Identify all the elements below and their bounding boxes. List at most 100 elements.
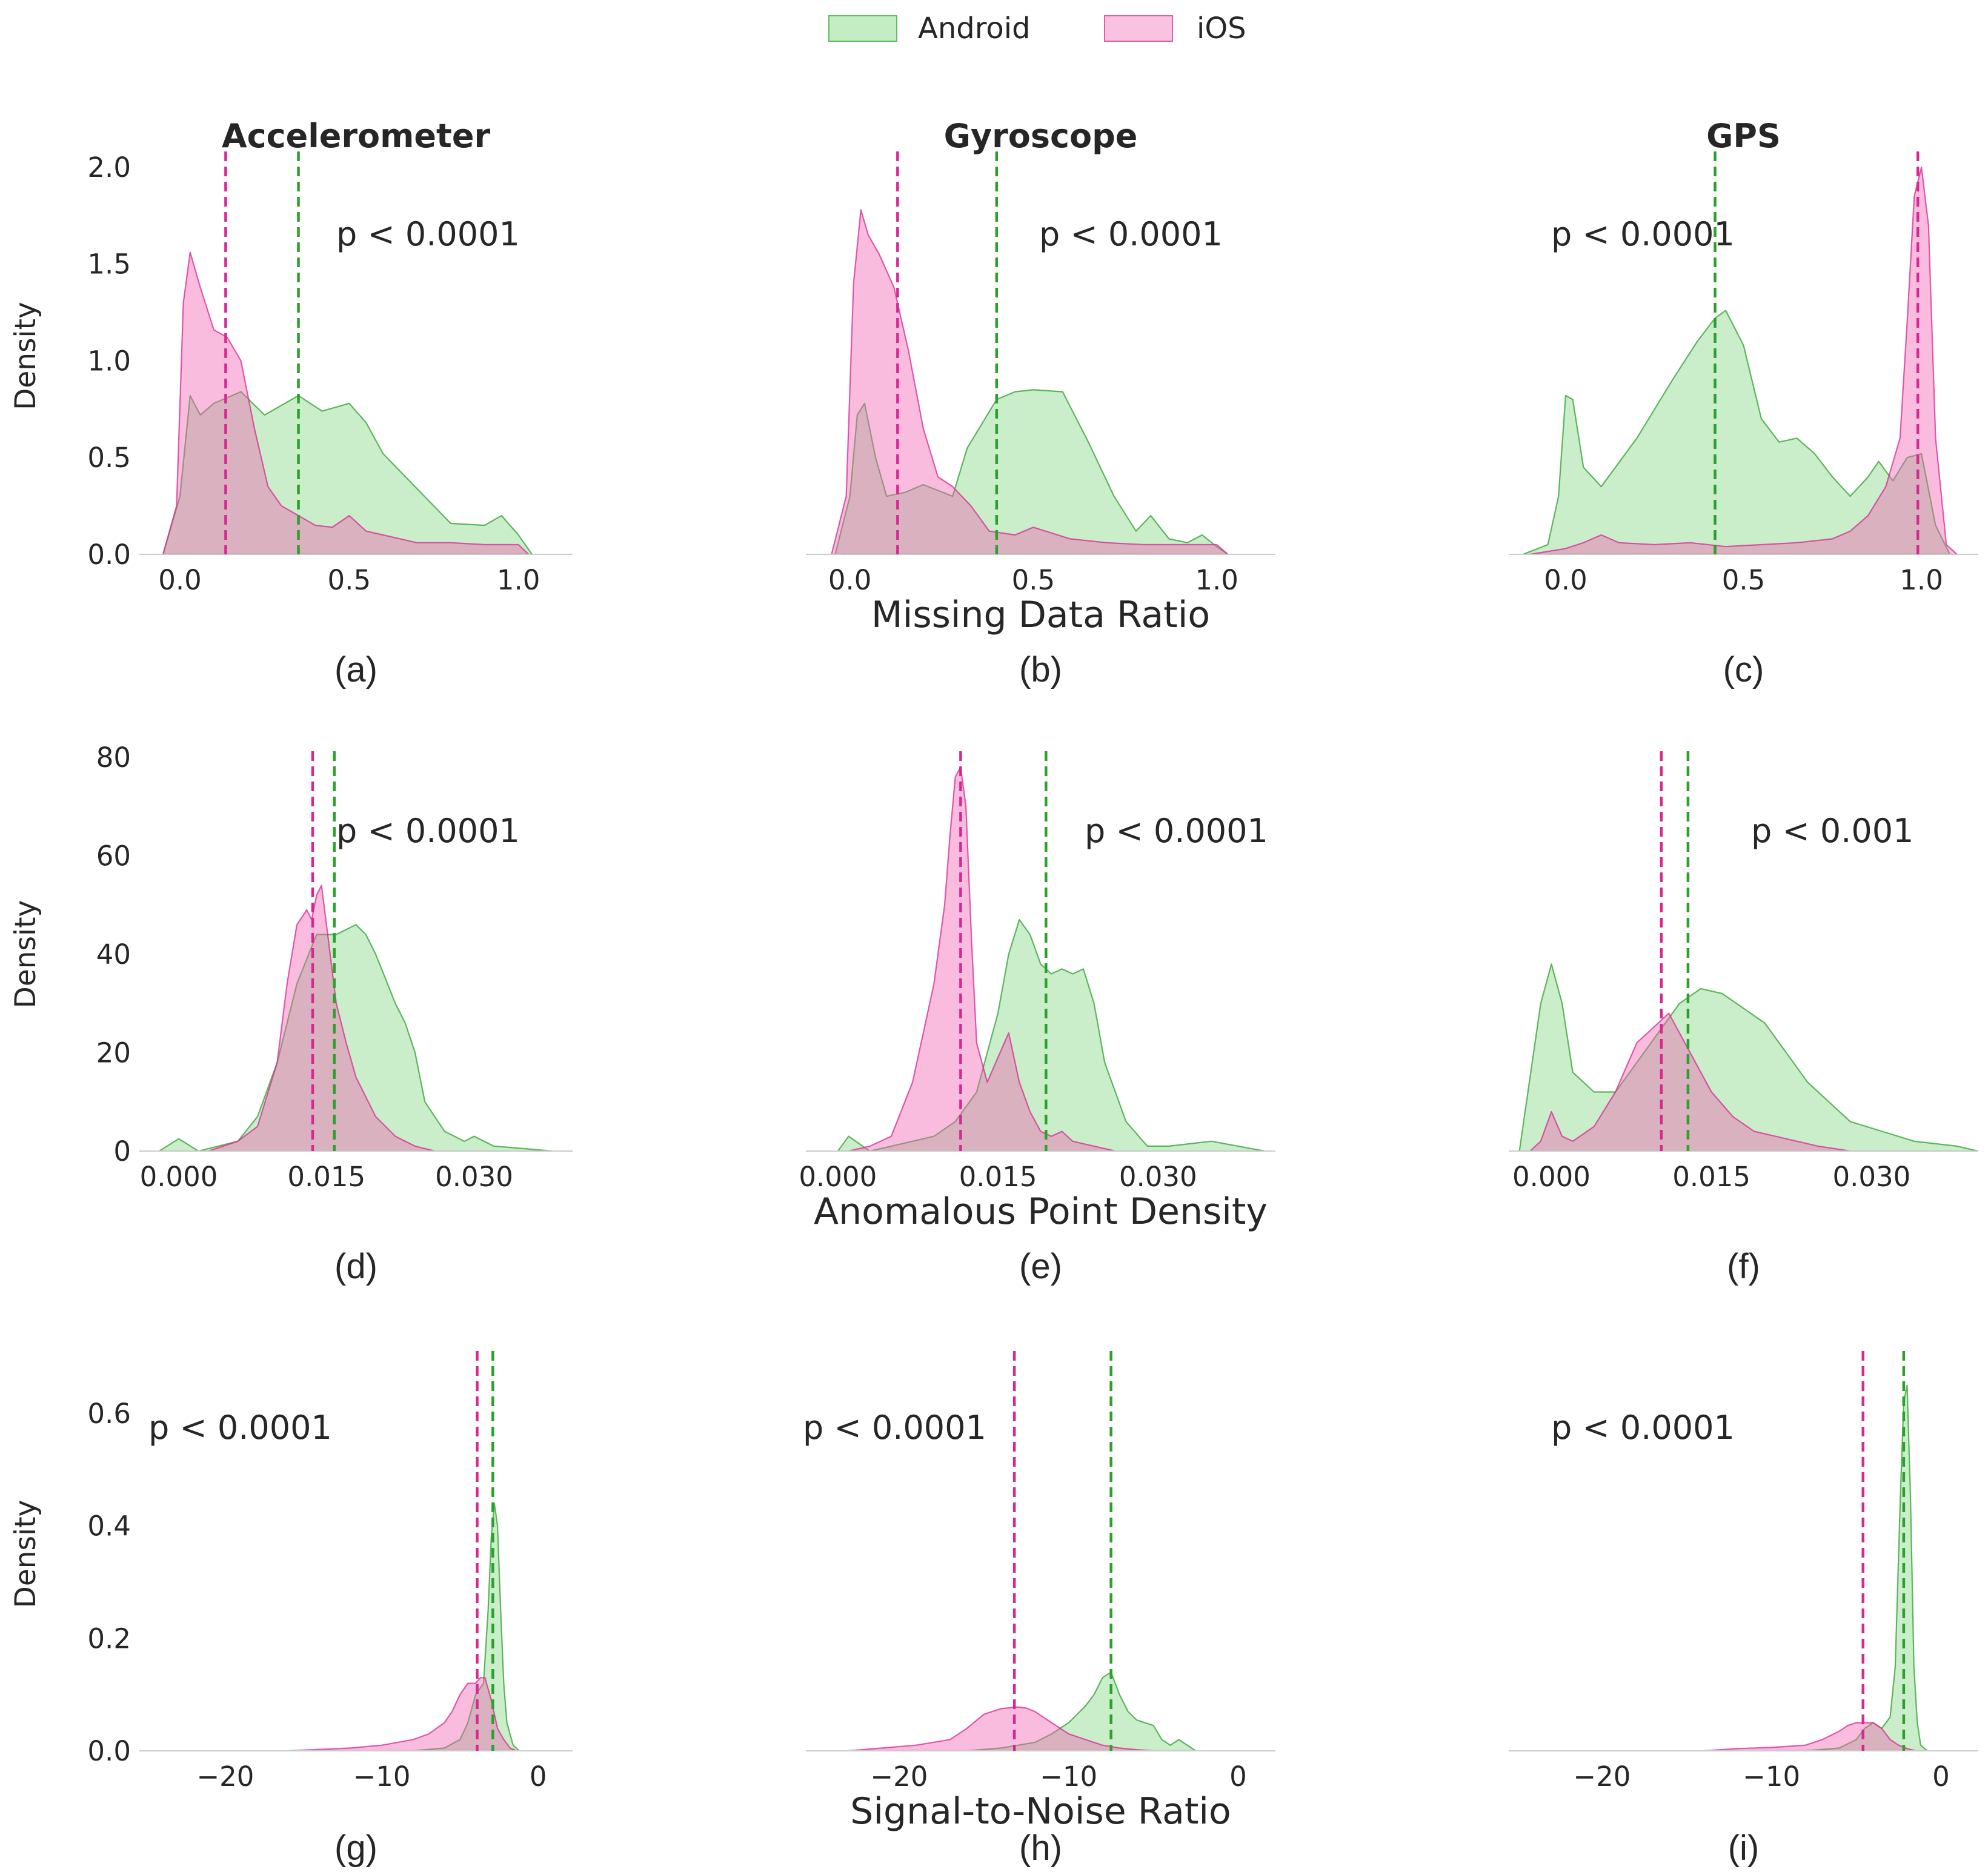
density-area-ios <box>848 766 1116 1151</box>
x-tick-label: 0.000 <box>1512 1161 1591 1193</box>
x-axis-label: Signal-to-Noise Ratio <box>850 1790 1231 1833</box>
panels: Accelerometer 0.0 0.5 1.0 0.0 0.5 1.0 1.5 2.0 Den… <box>9 117 1978 1868</box>
y-tick-label: 1.0 <box>87 345 131 377</box>
legend: Android iOS <box>828 12 1246 45</box>
legend-swatch-android <box>828 15 897 42</box>
p-value-annotation: p < 0.0001 <box>1039 215 1223 253</box>
subplot-f: 0.000 0.015 0.030 p < 0.001 (f) <box>1509 751 1978 1286</box>
panel-label: (f) <box>1727 1247 1760 1286</box>
legend-label-android: Android <box>918 12 1031 45</box>
y-tick-label: 80 <box>96 742 131 774</box>
density-area-ios <box>1529 166 1958 554</box>
x-tick-label: −20 <box>1573 1761 1631 1793</box>
x-tick-label: 0.015 <box>287 1161 365 1193</box>
x-tick-label: 1.0 <box>1195 564 1238 596</box>
panel-label: (b) <box>1019 650 1062 689</box>
panel-label: (a) <box>334 650 377 689</box>
x-tick-label: −20 <box>870 1761 928 1793</box>
subplot-title: GPS <box>1706 117 1781 155</box>
panel-label: (e) <box>1019 1247 1062 1286</box>
x-tick-label: −20 <box>196 1761 254 1793</box>
density-area-ios <box>847 1706 1154 1751</box>
x-tick-label: 0.0 <box>1544 564 1587 596</box>
x-tick-label: 0.030 <box>1119 1161 1197 1193</box>
subplot-title: Gyroscope <box>944 117 1138 155</box>
subplot-i: −20 −10 0 p < 0.0001 (i) <box>1509 1351 1978 1868</box>
x-tick-label: 0 <box>530 1761 547 1793</box>
density-curves <box>1518 963 1978 1151</box>
subplot-d: 0.000 0.015 0.030 0 20 40 60 80 Density p < 0.000… <box>9 742 573 1286</box>
p-value-annotation: p < 0.0001 <box>1085 812 1268 850</box>
p-value-annotation: p < 0.0001 <box>336 215 520 253</box>
panel-label: (g) <box>334 1828 377 1868</box>
x-axis-label: Missing Data Ratio <box>871 594 1210 636</box>
density-area-android <box>1518 963 1978 1151</box>
x-tick-label: 0.5 <box>1012 564 1056 596</box>
density-curves <box>831 209 1229 554</box>
y-axis-label: Density <box>9 302 42 410</box>
subplot-g: −20 −10 0 0.0 0.2 0.4 0.6 Density p < 0.0001 (g) <box>9 1351 573 1868</box>
y-tick-label: 0.6 <box>87 1398 131 1430</box>
y-tick-label: 2.0 <box>87 151 131 184</box>
x-tick-label: 0.0 <box>828 564 872 596</box>
y-tick-label: 60 <box>96 840 131 872</box>
legend-label-ios: iOS <box>1197 12 1246 45</box>
density-curves <box>162 251 533 554</box>
y-tick-label: 1.5 <box>87 248 131 280</box>
x-tick-label: 0.015 <box>959 1161 1037 1193</box>
subplot-c: GPS 0.0 0.5 1.0 p < 0.0001 (c) <box>1509 117 1978 689</box>
x-tick-label: 1.0 <box>1900 564 1943 596</box>
x-tick-label: 0.000 <box>799 1161 877 1193</box>
density-area-android <box>1522 310 1951 554</box>
x-tick-label: 0.000 <box>140 1161 218 1193</box>
y-tick-label: 0 <box>113 1135 131 1167</box>
x-tick-label: −10 <box>1743 1761 1800 1793</box>
density-area-ios <box>831 209 1229 554</box>
x-tick-label: 0.015 <box>1672 1161 1750 1193</box>
panel-label: (h) <box>1019 1828 1062 1868</box>
p-value-annotation: p < 0.0001 <box>336 812 520 850</box>
density-area-ios <box>1529 1012 1851 1151</box>
y-tick-label: 0.5 <box>87 442 131 474</box>
density-curves <box>1703 1384 1929 1751</box>
x-tick-label: 0.0 <box>158 564 202 596</box>
x-tick-label: 0.5 <box>1722 564 1766 596</box>
x-tick-label: 0 <box>1229 1761 1247 1793</box>
y-tick-label: 0.0 <box>87 539 131 571</box>
x-tick-label: 0 <box>1932 1761 1950 1793</box>
p-value-annotation: p < 0.0001 <box>148 1409 332 1447</box>
density-area-android <box>834 389 1229 554</box>
p-value-annotation: p < 0.0001 <box>1551 215 1735 253</box>
y-tick-label: 40 <box>96 938 131 971</box>
density-curves <box>1522 166 1958 554</box>
density-area-android <box>837 919 1266 1151</box>
x-tick-label: 0.030 <box>1832 1161 1910 1193</box>
y-axis-label: Density <box>9 900 42 1009</box>
x-tick-label: −10 <box>1040 1761 1097 1793</box>
x-tick-label: 0.5 <box>328 564 371 596</box>
density-curves <box>847 1671 1197 1751</box>
density-area-ios <box>207 885 436 1151</box>
density-curves <box>837 766 1266 1151</box>
p-value-annotation: p < 0.0001 <box>1551 1409 1735 1447</box>
panel-label: (c) <box>1723 650 1764 689</box>
p-value-annotation: p < 0.001 <box>1751 812 1913 850</box>
x-tick-label: 1.0 <box>497 564 540 596</box>
y-tick-label: 20 <box>96 1037 131 1069</box>
panel-label: (d) <box>334 1247 377 1286</box>
density-area-android <box>966 1671 1197 1751</box>
density-curves <box>287 1502 520 1751</box>
p-value-annotation: p < 0.0001 <box>803 1409 986 1447</box>
y-tick-label: 0.0 <box>87 1735 131 1767</box>
subplot-title: Accelerometer <box>222 117 491 155</box>
y-tick-label: 0.2 <box>87 1622 131 1655</box>
subplot-a: Accelerometer 0.0 0.5 1.0 0.0 0.5 1.0 1.5 2.0 Den… <box>9 117 573 689</box>
density-area-android <box>1804 1384 1929 1751</box>
legend-swatch-ios <box>1104 15 1173 42</box>
x-axis-label: Anomalous Point Density <box>814 1190 1268 1233</box>
density-area-ios <box>287 1677 517 1751</box>
